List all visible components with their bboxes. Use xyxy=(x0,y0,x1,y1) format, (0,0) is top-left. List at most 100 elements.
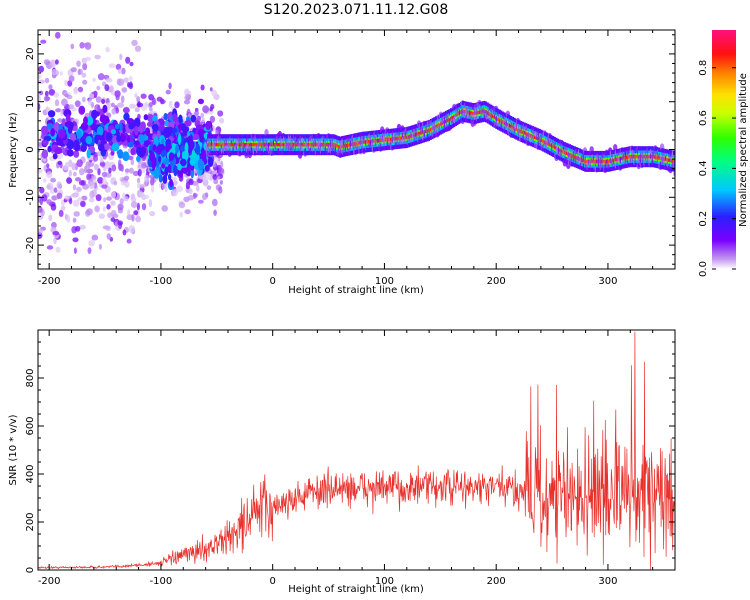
heatmap-cell xyxy=(104,161,110,170)
heatmap-cell xyxy=(126,118,135,125)
heatmap-cell xyxy=(48,89,56,96)
heatmap-cell xyxy=(180,145,186,152)
heatmap-cell xyxy=(73,150,80,158)
heatmap-cell xyxy=(196,184,200,192)
heatmap-cell xyxy=(102,177,107,185)
heatmap-cell xyxy=(206,185,212,191)
heatmap-cell xyxy=(121,180,126,186)
heatmap-cell xyxy=(166,143,172,150)
x-tick-label: -200 xyxy=(38,576,61,587)
heatmap-cell xyxy=(96,85,101,91)
heatmap-cell xyxy=(56,140,63,146)
heatmap-cell xyxy=(57,129,66,139)
heatmap-cell xyxy=(470,111,472,115)
heatmap-cell xyxy=(74,86,79,93)
heatmap-cell xyxy=(72,237,79,243)
heatmap-cell xyxy=(183,99,191,105)
heatmap-cell xyxy=(122,107,130,114)
heatmap-cell xyxy=(128,82,134,90)
heatmap-cell xyxy=(122,151,130,162)
heatmap-cell xyxy=(525,132,528,136)
snr-panel: -200 -100 0 100 200 300 0 200 400 600 800 Height o… xyxy=(8,329,676,595)
heatmap-cell xyxy=(394,137,397,141)
colorbar-tick-label: 0.8 xyxy=(698,60,709,76)
heatmap-cell xyxy=(515,127,518,131)
heatmap-cell xyxy=(64,93,69,98)
heatmap-cell xyxy=(46,182,54,191)
heatmap-cell xyxy=(57,160,62,165)
heatmap-cell xyxy=(522,130,524,134)
y-tick-label: 400 xyxy=(25,464,36,483)
heatmap-cell xyxy=(152,115,158,122)
colorbar-label: Normalized spectral amplitude xyxy=(738,73,749,227)
heatmap-cell xyxy=(58,209,64,217)
heatmap-cell xyxy=(160,149,167,158)
heatmap-cell xyxy=(105,172,112,178)
snr-axes: -200 -100 0 100 200 300 0 200 400 600 800 xyxy=(25,330,676,587)
heatmap-cell xyxy=(604,159,607,164)
heatmap-cell xyxy=(668,158,670,162)
heatmap-cell xyxy=(168,100,173,109)
heatmap-cell xyxy=(111,108,117,115)
spectrogram-x-label: Height of straight line (km) xyxy=(288,285,424,296)
heatmap-cell xyxy=(676,160,678,163)
heatmap-cell xyxy=(99,155,104,164)
heatmap-cell xyxy=(134,107,140,113)
heatmap-cell xyxy=(565,151,568,155)
heatmap-cell xyxy=(175,144,180,154)
heatmap-cell xyxy=(574,155,576,159)
heatmap-cell xyxy=(48,84,53,90)
heatmap-cell xyxy=(85,161,91,170)
colorbar-tick-label: 0.2 xyxy=(698,211,709,227)
heatmap-cell xyxy=(66,149,75,157)
heatmap-cell xyxy=(215,143,218,147)
heatmap-cell xyxy=(178,201,186,209)
heatmap-cell xyxy=(73,247,77,254)
heatmap-cell xyxy=(136,177,141,184)
heatmap-cell xyxy=(128,167,134,174)
snr-x-label: Height of straight line (km) xyxy=(288,584,424,595)
heatmap-cell xyxy=(212,174,218,180)
heatmap-cell xyxy=(76,129,82,140)
heatmap-cell xyxy=(94,163,99,171)
heatmap-cell xyxy=(56,181,62,189)
heatmap-cell xyxy=(53,92,60,98)
heatmap-cell xyxy=(117,102,125,108)
y-tick-label: -10 xyxy=(25,189,36,205)
heatmap-cell xyxy=(38,205,43,213)
heatmap-cell xyxy=(75,177,81,182)
heatmap-cell xyxy=(95,96,102,103)
heatmap-cell xyxy=(134,45,142,52)
heatmap-cell xyxy=(71,162,76,171)
heatmap-cell xyxy=(134,140,140,146)
heatmap-cell xyxy=(217,110,224,117)
heatmap-cell xyxy=(94,54,101,60)
heatmap-cell xyxy=(108,167,112,174)
heatmap-cell xyxy=(636,155,638,159)
heatmap-cell xyxy=(167,163,172,174)
heatmap-cell xyxy=(136,155,141,162)
heatmap-cells xyxy=(38,31,678,255)
heatmap-cell xyxy=(104,84,110,92)
heatmap-cell xyxy=(44,90,49,97)
heatmap-cell xyxy=(186,157,192,167)
heatmap-cell xyxy=(47,145,52,153)
heatmap-cell xyxy=(209,115,216,123)
heatmap-cell xyxy=(39,90,44,96)
heatmap-cell xyxy=(86,173,91,181)
heatmap-cell xyxy=(82,42,89,48)
heatmap-cell xyxy=(676,151,678,172)
heatmap-cell xyxy=(399,136,402,140)
heatmap-cell xyxy=(108,63,116,69)
heatmap-cell xyxy=(77,86,84,93)
heatmap-cell xyxy=(127,209,131,216)
heatmap-cell xyxy=(218,167,225,174)
heatmap-cell xyxy=(141,203,147,211)
heatmap-cell xyxy=(542,139,545,143)
x-tick-label: 300 xyxy=(598,576,617,587)
heatmap-cell xyxy=(46,245,54,250)
heatmap-cell xyxy=(132,170,139,177)
heatmap-cell xyxy=(307,143,310,147)
